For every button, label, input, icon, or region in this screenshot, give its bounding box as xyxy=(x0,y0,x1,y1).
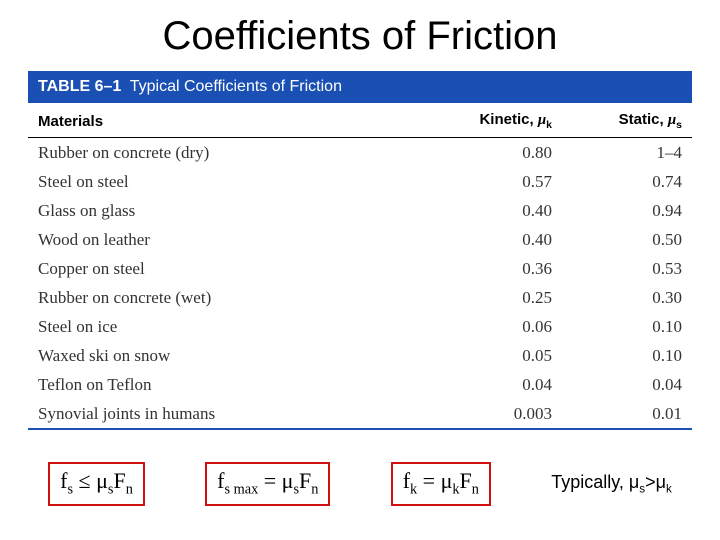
cell-material: Rubber on concrete (dry) xyxy=(28,138,432,168)
formula-fs-leq: fs ≤ μsFn xyxy=(48,462,145,506)
col-header-materials: Materials xyxy=(28,103,432,138)
cell-kinetic: 0.36 xyxy=(432,254,562,283)
cell-material: Rubber on concrete (wet) xyxy=(28,283,432,312)
cell-static: 0.94 xyxy=(562,196,692,225)
table-body: Rubber on concrete (dry)0.801–4Steel on … xyxy=(28,138,692,430)
cell-material: Waxed ski on snow xyxy=(28,341,432,370)
cell-static: 0.50 xyxy=(562,225,692,254)
cell-kinetic: 0.05 xyxy=(432,341,562,370)
note-typically: Typically, μs>μk xyxy=(551,472,672,496)
cell-static: 0.10 xyxy=(562,341,692,370)
cell-material: Synovial joints in humans xyxy=(28,399,432,429)
cell-static: 0.04 xyxy=(562,370,692,399)
formula-row: fs ≤ μsFn fs max = μsFn fk = μkFn Typica… xyxy=(0,462,720,506)
cell-material: Copper on steel xyxy=(28,254,432,283)
table-number: TABLE 6–1 xyxy=(38,78,121,95)
cell-material: Wood on leather xyxy=(28,225,432,254)
table-row: Rubber on concrete (dry)0.801–4 xyxy=(28,138,692,168)
cell-kinetic: 0.80 xyxy=(432,138,562,168)
table-row: Synovial joints in humans0.0030.01 xyxy=(28,399,692,429)
cell-kinetic: 0.40 xyxy=(432,225,562,254)
table-row: Teflon on Teflon0.040.04 xyxy=(28,370,692,399)
cell-material: Glass on glass xyxy=(28,196,432,225)
table-row: Waxed ski on snow0.050.10 xyxy=(28,341,692,370)
table-row: Rubber on concrete (wet)0.250.30 xyxy=(28,283,692,312)
cell-kinetic: 0.57 xyxy=(432,167,562,196)
cell-kinetic: 0.04 xyxy=(432,370,562,399)
cell-material: Steel on ice xyxy=(28,312,432,341)
table-row: Wood on leather0.400.50 xyxy=(28,225,692,254)
formula-fk: fk = μkFn xyxy=(391,462,491,506)
cell-static: 0.10 xyxy=(562,312,692,341)
cell-kinetic: 0.40 xyxy=(432,196,562,225)
cell-kinetic: 0.25 xyxy=(432,283,562,312)
formula-fsmax: fs max = μsFn xyxy=(205,462,330,506)
slide-title: Coefficients of Friction xyxy=(0,0,720,67)
friction-table-container: TABLE 6–1 Typical Coefficients of Fricti… xyxy=(28,71,692,430)
cell-kinetic: 0.003 xyxy=(432,399,562,429)
cell-static: 0.53 xyxy=(562,254,692,283)
col-header-kinetic: Kinetic, μk xyxy=(432,103,562,138)
friction-table: Materials Kinetic, μk Static, μs Rubber … xyxy=(28,103,692,430)
table-caption: Typical Coefficients of Friction xyxy=(130,78,342,95)
cell-static: 0.30 xyxy=(562,283,692,312)
table-row: Copper on steel0.360.53 xyxy=(28,254,692,283)
cell-material: Steel on steel xyxy=(28,167,432,196)
table-row: Steel on steel0.570.74 xyxy=(28,167,692,196)
table-row: Steel on ice0.060.10 xyxy=(28,312,692,341)
cell-kinetic: 0.06 xyxy=(432,312,562,341)
col-header-static: Static, μs xyxy=(562,103,692,138)
table-header-row: Materials Kinetic, μk Static, μs xyxy=(28,103,692,138)
cell-static: 0.01 xyxy=(562,399,692,429)
table-caption-bar: TABLE 6–1 Typical Coefficients of Fricti… xyxy=(28,71,692,103)
cell-static: 1–4 xyxy=(562,138,692,168)
table-row: Glass on glass0.400.94 xyxy=(28,196,692,225)
cell-static: 0.74 xyxy=(562,167,692,196)
cell-material: Teflon on Teflon xyxy=(28,370,432,399)
